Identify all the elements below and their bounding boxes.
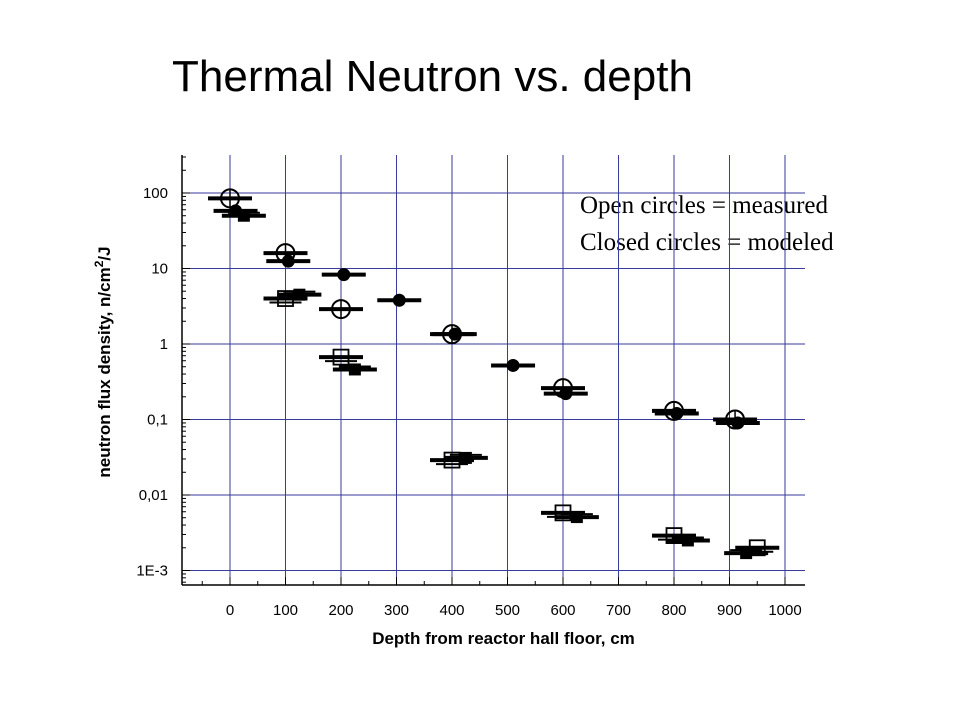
data-point-open-circle [319, 299, 363, 320]
y-tick-label: 100 [143, 185, 168, 202]
data-point-closed-square [277, 288, 322, 301]
closed-square-marker [740, 547, 753, 560]
data-point-closed-circle [377, 293, 422, 307]
data-point-open-square [319, 348, 363, 366]
data-point-closed-square [443, 451, 488, 464]
data-markers [208, 188, 780, 560]
data-point-closed-circle [321, 268, 366, 282]
y-axis-title: neutron flux density, n/cm2/J [92, 246, 114, 477]
x-tick-label: 500 [495, 602, 520, 619]
closed-circle-marker [506, 358, 520, 372]
slide-title: Thermal Neutron vs. depth [172, 52, 693, 101]
data-point-closed-circle [266, 254, 311, 268]
data-point-closed-circle [715, 416, 760, 430]
closed-circle-marker [731, 416, 745, 430]
x-tick-label: 400 [439, 602, 464, 619]
x-tick-label: 200 [328, 602, 353, 619]
data-point-closed-square [665, 534, 710, 547]
data-point-closed-square [332, 363, 377, 376]
x-tick-label: 800 [661, 602, 686, 619]
closed-square-marker [459, 451, 472, 464]
closed-circle-marker [448, 327, 462, 341]
data-point-closed-circle [654, 407, 699, 421]
closed-square-marker [570, 511, 583, 524]
data-point-closed-circle [491, 358, 536, 372]
y-tick-label: 10 [151, 261, 168, 278]
legend-note-measured: Open circles = measured [580, 192, 829, 219]
x-tick-label: 300 [384, 602, 409, 619]
data-point-closed-square [554, 511, 599, 524]
closed-circle-marker [559, 387, 573, 401]
data-point-closed-circle [543, 387, 588, 401]
legend-note-modeled: Closed circles = modeled [580, 229, 834, 256]
data-point-closed-square [221, 209, 266, 222]
y-tick-label: 0,01 [139, 487, 168, 504]
x-tick-label: 0 [226, 602, 234, 619]
open-square-marker [554, 504, 572, 522]
closed-circle-marker [281, 254, 295, 268]
closed-circle-marker [337, 268, 351, 282]
grid-lines [182, 155, 805, 585]
x-tick-label: 900 [717, 602, 742, 619]
closed-circle-marker [392, 293, 406, 307]
y-tick-label: 1 [160, 336, 168, 353]
x-tick-label: 1000 [768, 602, 801, 619]
data-point-open-circle [208, 188, 252, 209]
closed-square-marker [348, 363, 361, 376]
y-tick-label: 1E-3 [136, 563, 168, 580]
x-tick-label: 700 [606, 602, 631, 619]
open-square-marker [443, 451, 461, 469]
x-axis-title: Depth from reactor hall floor, cm [372, 629, 635, 648]
data-point-closed-circle [432, 327, 477, 341]
closed-square-marker [293, 288, 306, 301]
open-square-marker [665, 527, 683, 544]
closed-square-marker [237, 209, 250, 222]
closed-square-marker [681, 534, 694, 547]
data-point-closed-square [724, 547, 769, 560]
open-square-marker [332, 348, 350, 366]
x-tick-label: 600 [550, 602, 575, 619]
y-tick-label: 0,1 [147, 412, 168, 429]
x-tick-label: 100 [273, 602, 298, 619]
closed-circle-marker [670, 407, 684, 421]
